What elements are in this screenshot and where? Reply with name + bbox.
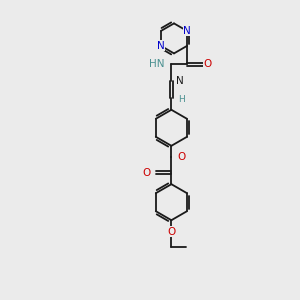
Text: O: O	[143, 168, 151, 178]
Text: N: N	[183, 26, 191, 36]
Text: HN: HN	[149, 59, 165, 70]
Text: H: H	[178, 95, 185, 104]
Text: N: N	[176, 76, 184, 86]
Text: O: O	[177, 152, 186, 162]
Text: O: O	[167, 226, 175, 237]
Text: O: O	[204, 59, 212, 70]
Text: N: N	[157, 41, 165, 51]
